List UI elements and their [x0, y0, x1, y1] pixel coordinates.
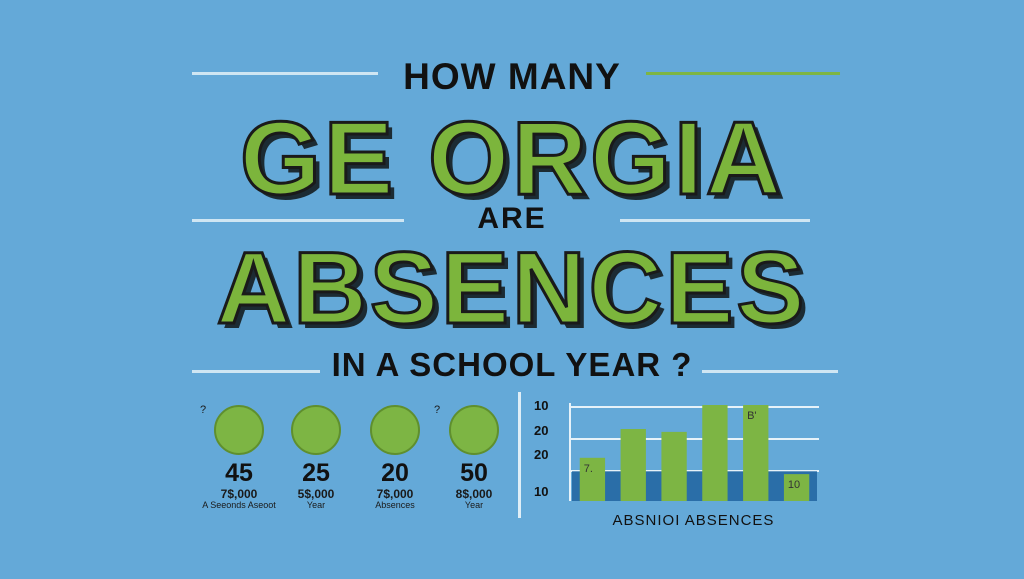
- bar-label: 10: [788, 479, 800, 491]
- headline-school-year: IN A SCHOOL YEAR ?: [331, 346, 693, 383]
- stat-circle-icon: [370, 405, 420, 455]
- stat-value: 20: [381, 459, 409, 487]
- lower-rule-right: [702, 370, 838, 373]
- bar: [702, 405, 728, 501]
- stat-caption: A Seeonds Aseoot: [202, 500, 276, 510]
- y-tick-label: 10: [534, 398, 549, 413]
- stat-sub: 8$,000: [455, 487, 493, 501]
- stat-caption: Year: [306, 500, 326, 510]
- headline-georgia: GE ORGIA: [238, 100, 785, 219]
- stat-3: 20 7$,000 Absences: [350, 405, 440, 510]
- mid-rule-left: [192, 219, 404, 222]
- bar-label: B': [747, 410, 756, 422]
- stat-caption: Absences: [375, 500, 415, 510]
- stat-2: 25 5$,000 Year: [271, 405, 361, 510]
- stat-caption: Year: [464, 500, 484, 510]
- stat-mark-3: ?: [434, 404, 441, 416]
- headline-absences: ABSENCES: [215, 230, 808, 347]
- top-rule-left: [192, 72, 378, 75]
- lower-rule-left: [192, 370, 320, 373]
- baseline-band: [572, 471, 817, 501]
- divider: [518, 392, 521, 518]
- stat-sub: 7$,000: [376, 487, 414, 501]
- bar: [743, 405, 769, 501]
- y-tick-label: 20: [534, 447, 549, 462]
- bar-chart: 7. B' 10: [569, 403, 819, 501]
- y-tick-label: 10: [534, 484, 549, 499]
- stat-value: 25: [302, 459, 330, 487]
- bar: [579, 457, 606, 501]
- y-tick-label: 20: [534, 423, 549, 438]
- chart-x-label: ABSNIOI ABSENCES: [612, 512, 775, 529]
- stat-circle-icon: [214, 405, 264, 455]
- bar: [661, 431, 687, 501]
- headline-how-many: HOW MANY: [403, 56, 621, 97]
- bar-label: 7.: [584, 463, 593, 475]
- stat-value: 45: [225, 459, 253, 487]
- stat-4: 50 8$,000 Year: [429, 405, 519, 510]
- bar: [783, 474, 810, 501]
- top-rule-right: [646, 72, 840, 75]
- headline-are: ARE: [477, 202, 547, 235]
- mid-rule-right: [620, 219, 810, 222]
- stat-mark-1: ?: [200, 404, 207, 416]
- stat-circle-icon: [449, 405, 499, 455]
- bar: [620, 429, 646, 501]
- stat-circle-icon: [291, 405, 341, 455]
- stat-value: 50: [460, 459, 488, 487]
- stat-1: 45 7$,000 A Seeonds Aseoot: [194, 405, 284, 510]
- stat-sub: 5$,000: [297, 487, 335, 501]
- stat-sub: 7$,000: [220, 487, 258, 501]
